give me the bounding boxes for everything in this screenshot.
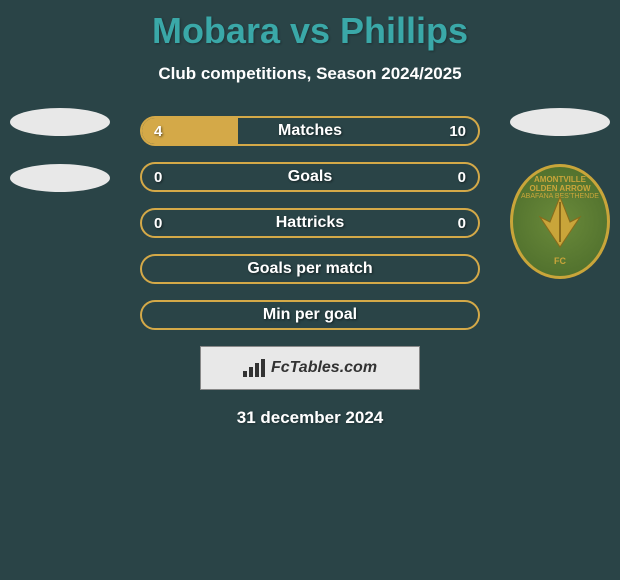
stat-label: Matches — [278, 122, 342, 140]
club-logo-circle: AMONTVILLE OLDEN ARROW ABAFANA BES'THEND… — [510, 164, 610, 279]
chart-icon — [243, 359, 265, 377]
stat-label: Goals — [288, 168, 332, 186]
placeholder-ellipse — [510, 108, 610, 136]
subtitle: Club competitions, Season 2024/2025 — [0, 64, 620, 84]
arrow-icon — [530, 192, 590, 252]
placeholder-ellipse — [10, 164, 110, 192]
date-text: 31 december 2024 — [0, 408, 620, 428]
club-logo-fc: FC — [513, 256, 607, 266]
stat-right-value: 10 — [449, 123, 466, 140]
stat-label: Goals per match — [247, 260, 372, 278]
watermark-text: FcTables.com — [271, 359, 377, 377]
stat-label: Min per goal — [263, 306, 357, 324]
stat-left-value: 0 — [154, 169, 162, 186]
stat-label: Hattricks — [276, 214, 344, 232]
stat-left-value: 0 — [154, 215, 162, 232]
stat-right-value: 0 — [458, 215, 466, 232]
club-logo-line1: AMONTVILLE — [534, 175, 586, 184]
stat-bar: 0 Hattricks 0 — [140, 208, 480, 238]
club-logo-golden-arrows: AMONTVILLE OLDEN ARROW ABAFANA BES'THEND… — [510, 164, 610, 279]
stat-bar: Min per goal — [140, 300, 480, 330]
stat-bar: 0 Goals 0 — [140, 162, 480, 192]
stat-bar: Goals per match — [140, 254, 480, 284]
page-title: Mobara vs Phillips — [0, 0, 620, 52]
watermark: FcTables.com — [200, 346, 420, 390]
stat-right-value: 0 — [458, 169, 466, 186]
right-player-badges: AMONTVILLE OLDEN ARROW ABAFANA BES'THEND… — [510, 108, 610, 279]
club-logo-text-top: AMONTVILLE OLDEN ARROW — [513, 175, 607, 193]
stat-left-value: 4 — [154, 123, 162, 140]
left-player-badges — [10, 108, 110, 220]
stats-container: AMONTVILLE OLDEN ARROW ABAFANA BES'THEND… — [0, 116, 620, 428]
placeholder-ellipse — [10, 108, 110, 136]
stat-bar: 4 Matches 10 — [140, 116, 480, 146]
